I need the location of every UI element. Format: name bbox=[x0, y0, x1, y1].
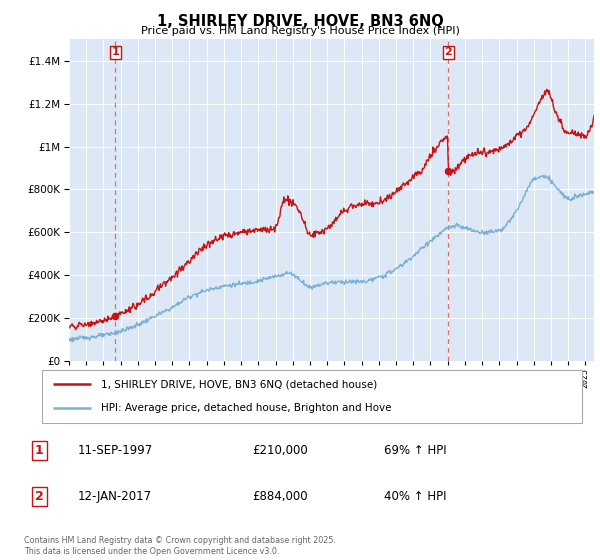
Text: 11-SEP-1997: 11-SEP-1997 bbox=[78, 444, 153, 458]
Text: Contains HM Land Registry data © Crown copyright and database right 2025.
This d: Contains HM Land Registry data © Crown c… bbox=[24, 536, 336, 556]
Text: £884,000: £884,000 bbox=[252, 490, 308, 503]
Text: 12-JAN-2017: 12-JAN-2017 bbox=[78, 490, 152, 503]
Text: 1, SHIRLEY DRIVE, HOVE, BN3 6NQ: 1, SHIRLEY DRIVE, HOVE, BN3 6NQ bbox=[157, 14, 443, 29]
Point bbox=[443, 167, 453, 176]
Text: 1: 1 bbox=[112, 47, 119, 57]
Text: 2: 2 bbox=[445, 47, 452, 57]
Text: 1, SHIRLEY DRIVE, HOVE, BN3 6NQ (detached house): 1, SHIRLEY DRIVE, HOVE, BN3 6NQ (detache… bbox=[101, 380, 377, 390]
Text: 69% ↑ HPI: 69% ↑ HPI bbox=[384, 444, 446, 458]
Text: 40% ↑ HPI: 40% ↑ HPI bbox=[384, 490, 446, 503]
Text: £210,000: £210,000 bbox=[252, 444, 308, 458]
Text: HPI: Average price, detached house, Brighton and Hove: HPI: Average price, detached house, Brig… bbox=[101, 403, 392, 413]
Text: 1: 1 bbox=[35, 444, 43, 458]
Text: 2: 2 bbox=[35, 490, 43, 503]
FancyBboxPatch shape bbox=[42, 370, 582, 423]
Text: Price paid vs. HM Land Registry's House Price Index (HPI): Price paid vs. HM Land Registry's House … bbox=[140, 26, 460, 36]
Point bbox=[110, 311, 120, 320]
